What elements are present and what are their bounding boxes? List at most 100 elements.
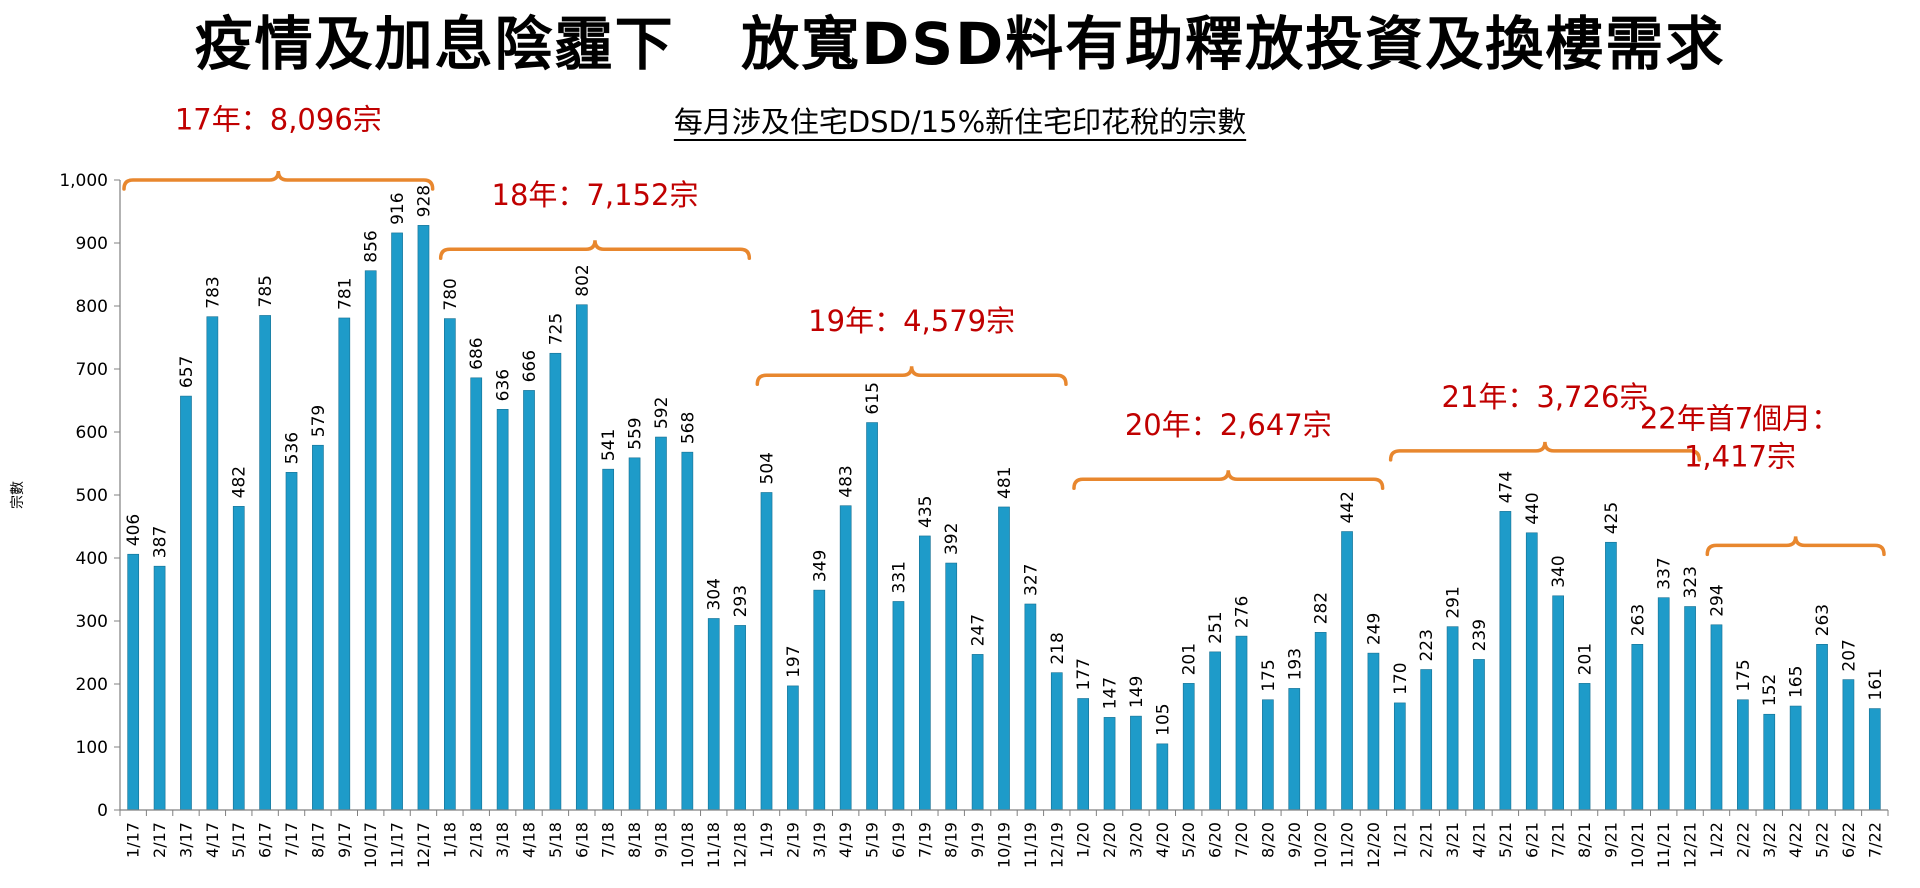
x-tick-label: 2/22 bbox=[1733, 822, 1752, 858]
x-tick-label: 12/17 bbox=[414, 822, 433, 868]
year-brace bbox=[438, 240, 752, 261]
bar bbox=[1262, 699, 1274, 811]
x-tick-label: 11/19 bbox=[1021, 822, 1040, 868]
bar-value-label: 780 bbox=[441, 278, 461, 310]
bar-value-label: 856 bbox=[362, 230, 382, 262]
x-tick-label: 12/21 bbox=[1681, 822, 1700, 868]
bar bbox=[285, 472, 298, 811]
bar-value-label: 175 bbox=[1734, 659, 1754, 691]
bar bbox=[681, 451, 694, 811]
x-tick-label: 5/19 bbox=[863, 822, 882, 858]
bar-value-label: 802 bbox=[573, 264, 593, 296]
x-tick-label: 8/20 bbox=[1258, 822, 1277, 858]
bar bbox=[1710, 624, 1723, 811]
bar-value-label: 340 bbox=[1549, 555, 1569, 587]
bar bbox=[1578, 683, 1591, 811]
year-brace bbox=[1705, 536, 1886, 557]
year-brace bbox=[1072, 470, 1385, 490]
x-tick-label: 5/20 bbox=[1179, 822, 1198, 858]
year-total-label: 22年首7個月： bbox=[1640, 402, 1840, 436]
bar-value-label: 636 bbox=[494, 369, 514, 401]
value-labels-group: 406 387 657 783 482 785 536 579 781 856 916 928 780 6… bbox=[124, 185, 1886, 736]
bar bbox=[1737, 699, 1749, 811]
x-tick-label: 8/17 bbox=[308, 822, 327, 858]
year-total-label: 18年：7,152宗 bbox=[492, 178, 699, 212]
bar-value-label: 327 bbox=[1021, 564, 1041, 596]
bar bbox=[734, 625, 746, 811]
x-tick-label: 6/19 bbox=[889, 822, 908, 858]
bar-value-label: 201 bbox=[1180, 643, 1200, 675]
x-tick-label: 5/21 bbox=[1496, 822, 1515, 858]
bar bbox=[1235, 635, 1248, 811]
x-tick-label: 5/18 bbox=[546, 822, 565, 858]
bar-value-label: 781 bbox=[335, 278, 355, 310]
year-total-label: 17年：8,096宗 bbox=[175, 103, 382, 137]
year-annotations: 17年：8,096宗 18年：7,152宗 19年：4,579宗 20年：2,647宗… bbox=[122, 103, 1886, 557]
bar bbox=[1684, 606, 1696, 811]
bar-value-label: 177 bbox=[1074, 658, 1094, 690]
bar bbox=[918, 535, 931, 811]
x-tick-label: 6/22 bbox=[1839, 822, 1858, 858]
x-tick-label: 1/22 bbox=[1707, 822, 1726, 858]
bar-value-label: 666 bbox=[520, 350, 540, 382]
bar-value-label: 197 bbox=[784, 645, 804, 677]
bar bbox=[549, 352, 562, 811]
x-tick-label: 10/20 bbox=[1311, 822, 1330, 868]
x-tick-label: 2/20 bbox=[1100, 822, 1119, 858]
bar-value-label: 218 bbox=[1048, 632, 1068, 664]
bar bbox=[971, 654, 984, 811]
bar bbox=[180, 395, 192, 811]
bar bbox=[813, 589, 826, 811]
x-tick-label: 2/19 bbox=[783, 822, 802, 858]
x-tick-label: 3/20 bbox=[1126, 822, 1145, 858]
bar-value-label: 559 bbox=[626, 417, 646, 449]
x-tick-label: 4/17 bbox=[203, 822, 222, 858]
year-total-label: 19年：4,579宗 bbox=[808, 304, 1015, 338]
x-tick-label: 3/22 bbox=[1760, 822, 1779, 858]
bar bbox=[1763, 713, 1776, 811]
bar-value-label: 147 bbox=[1101, 677, 1121, 709]
bar-value-label: 504 bbox=[758, 452, 778, 484]
bar-value-label: 291 bbox=[1444, 586, 1464, 618]
y-tick-label: 1,000 bbox=[59, 171, 108, 191]
bar bbox=[1103, 717, 1116, 811]
x-tick-label: 11/20 bbox=[1338, 822, 1357, 868]
bar bbox=[892, 601, 905, 811]
x-tick-label: 2/17 bbox=[150, 822, 169, 858]
bar-value-label: 541 bbox=[599, 429, 619, 461]
bar bbox=[1130, 715, 1142, 811]
x-tick-label: 3/17 bbox=[176, 822, 195, 858]
bar-value-label: 657 bbox=[177, 356, 197, 388]
bar-value-label: 615 bbox=[863, 382, 883, 414]
x-tick-label: 10/17 bbox=[361, 822, 380, 868]
bar-value-label: 536 bbox=[283, 432, 303, 464]
year-brace bbox=[122, 170, 435, 191]
bar-value-label: 425 bbox=[1602, 502, 1622, 534]
bar bbox=[259, 315, 271, 811]
bar-value-label: 725 bbox=[546, 313, 566, 345]
bar-value-label: 223 bbox=[1417, 629, 1437, 661]
bar-value-label: 152 bbox=[1760, 674, 1780, 706]
bar-value-label: 293 bbox=[731, 585, 751, 617]
y-axis-title: 宗數 bbox=[10, 481, 26, 509]
x-tick-label: 8/19 bbox=[942, 822, 961, 858]
bar-value-label: 392 bbox=[942, 523, 962, 555]
y-tick-label: 700 bbox=[76, 360, 108, 380]
bar-value-label: 337 bbox=[1655, 557, 1675, 589]
x-tick-label: 3/19 bbox=[810, 822, 829, 858]
bar-value-label: 387 bbox=[151, 526, 171, 558]
bar bbox=[1842, 679, 1855, 811]
x-tick-label: 1/21 bbox=[1390, 822, 1409, 858]
x-tick-label: 9/18 bbox=[651, 822, 670, 858]
bar bbox=[945, 562, 958, 811]
bar-value-label: 149 bbox=[1127, 676, 1147, 708]
y-tick-label: 900 bbox=[76, 234, 108, 254]
y-tick-label: 600 bbox=[76, 423, 108, 443]
bar-value-label: 201 bbox=[1576, 643, 1596, 675]
bar bbox=[760, 492, 773, 811]
x-tick-label: 6/17 bbox=[256, 822, 275, 858]
x-axis-labels: 1/17 2/17 3/17 4/17 5/17 6/17 7/17 8/17 9/17 10/1… bbox=[124, 822, 1885, 868]
bar-value-label: 442 bbox=[1338, 491, 1358, 523]
bar bbox=[839, 505, 852, 811]
